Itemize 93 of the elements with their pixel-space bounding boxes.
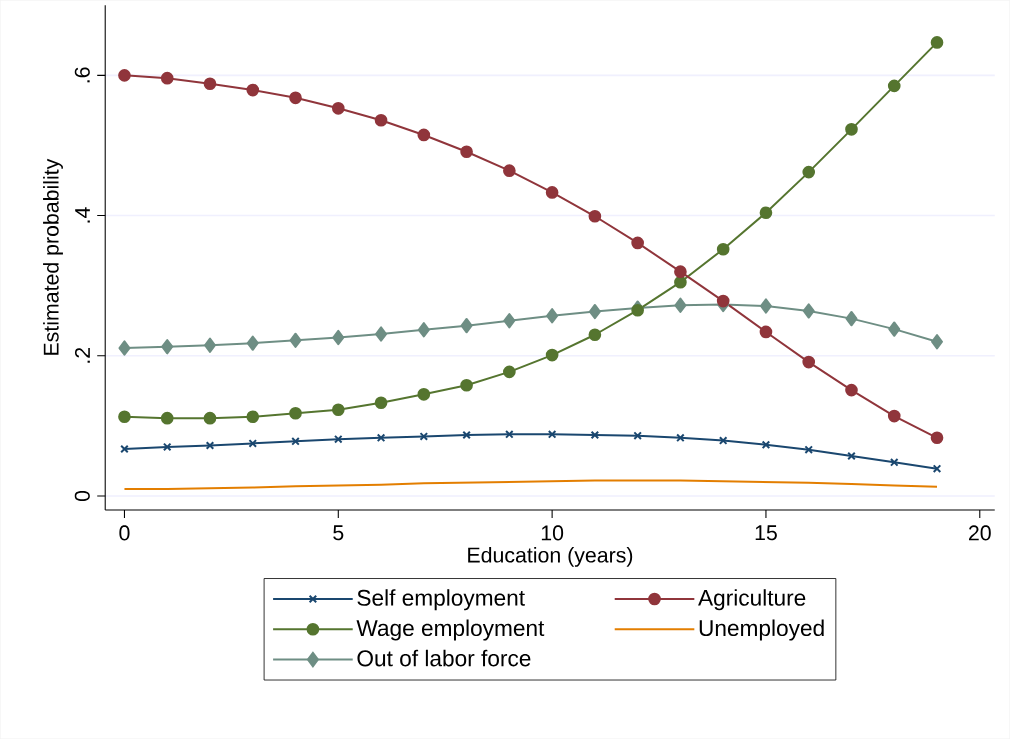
y-tick-label: .2 (74, 347, 90, 363)
point (633, 431, 642, 440)
legend-label: Self employment (357, 589, 525, 611)
point (162, 442, 172, 452)
point (118, 68, 131, 82)
point (289, 406, 302, 420)
point (545, 348, 559, 362)
point (246, 410, 260, 424)
point (203, 411, 217, 425)
point (759, 325, 773, 339)
point (331, 101, 345, 115)
legend-label: Unemployed (699, 619, 824, 641)
point (246, 335, 259, 351)
point (674, 265, 687, 278)
point (547, 429, 557, 439)
point (588, 328, 602, 342)
legend-label: Out of labor force (357, 649, 531, 667)
legend-label: Wage employment (356, 619, 545, 641)
x-tick-label: 5 (333, 525, 344, 541)
point (759, 298, 772, 314)
point (291, 436, 300, 446)
point (546, 308, 559, 324)
point (118, 410, 131, 424)
point (931, 334, 944, 350)
point (716, 242, 730, 256)
point (376, 433, 386, 443)
point (802, 165, 816, 179)
point (120, 444, 129, 454)
point (289, 332, 302, 348)
point (374, 113, 388, 127)
point (248, 439, 258, 448)
point (631, 236, 644, 250)
point (932, 464, 942, 473)
point (503, 313, 516, 329)
point (375, 326, 388, 342)
point (462, 430, 471, 440)
point (759, 206, 773, 220)
point (419, 432, 429, 441)
point (847, 451, 856, 461)
point (417, 128, 431, 142)
point (332, 329, 345, 346)
point (460, 378, 473, 392)
point (374, 396, 388, 410)
point (417, 322, 430, 338)
point (161, 338, 174, 355)
y-tick-label: .4 (75, 207, 90, 223)
point (590, 430, 600, 440)
point (460, 317, 473, 334)
x-tick-label: 10 (541, 525, 564, 541)
point (160, 71, 174, 85)
point (845, 122, 858, 136)
point (503, 164, 516, 177)
point (588, 303, 601, 320)
point (845, 383, 858, 397)
point (545, 186, 559, 199)
point (930, 36, 944, 49)
point (505, 429, 514, 439)
point (205, 441, 215, 450)
point (716, 294, 730, 308)
point (930, 431, 944, 445)
x-tick-label: 0 (119, 525, 130, 541)
point (674, 275, 687, 289)
y-axis-title: Estimated probability (43, 158, 63, 355)
point (889, 457, 899, 467)
point (718, 436, 728, 445)
point (333, 434, 343, 444)
point (203, 337, 216, 353)
point (289, 91, 302, 105)
point (888, 321, 901, 337)
point (417, 387, 431, 401)
point (887, 409, 901, 423)
x-axis-title: Education (years) (468, 546, 633, 567)
point (674, 297, 687, 313)
x-tick-label: 15 (755, 525, 777, 541)
point (802, 355, 816, 369)
point (118, 340, 131, 356)
point (503, 365, 516, 379)
point (160, 411, 174, 425)
point (460, 145, 473, 159)
point (588, 209, 602, 223)
point (845, 310, 858, 327)
y-tick-label: 0 (74, 490, 90, 502)
point (331, 403, 345, 417)
point (802, 303, 815, 319)
x-tick-label: 20 (968, 525, 991, 541)
point (246, 83, 260, 97)
point (203, 77, 217, 91)
point (676, 433, 685, 443)
legend-label: Agriculture (698, 589, 806, 611)
point (804, 445, 814, 454)
point (761, 440, 771, 450)
y-tick-label: .6 (74, 67, 90, 83)
point (887, 79, 901, 93)
